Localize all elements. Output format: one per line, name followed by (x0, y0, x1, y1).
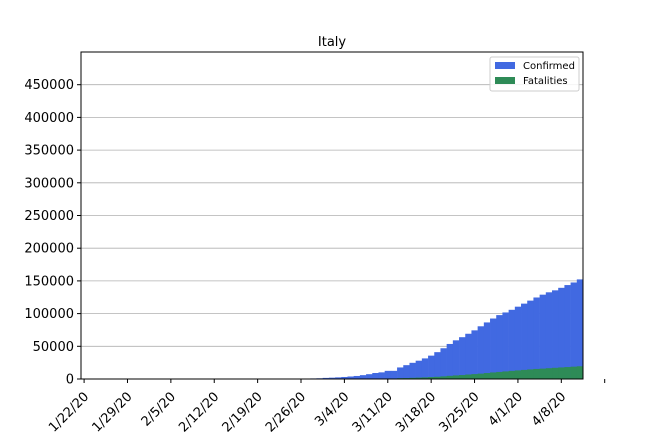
bar-confirmed (490, 319, 497, 379)
bar-confirmed (453, 340, 460, 379)
bar-fatalities (515, 370, 522, 379)
bar-fatalities (552, 368, 559, 379)
bar-fatalities (502, 371, 509, 379)
bar-confirmed (403, 365, 410, 379)
bar-fatalities (571, 367, 578, 379)
y-tick-label: 0 (66, 373, 74, 388)
y-tick-label: 150000 (24, 274, 74, 289)
bar-confirmed (422, 358, 429, 379)
bar-confirmed (428, 356, 435, 379)
bar-fatalities (564, 367, 571, 379)
y-tick-label: 50000 (33, 340, 74, 355)
bar-fatalities (558, 367, 565, 379)
bar-confirmed (409, 363, 416, 379)
bar-confirmed (496, 315, 503, 379)
bar-fatalities (484, 373, 491, 379)
bar-fatalities (533, 369, 540, 379)
bar-fatalities (490, 372, 497, 379)
bar-fatalities (509, 371, 516, 379)
bar-confirmed (571, 282, 578, 379)
bar-confirmed (521, 304, 528, 379)
bar-fatalities (521, 370, 528, 379)
bar-fatalities (471, 374, 478, 379)
legend-label-fatalities: Fatalities (523, 76, 568, 87)
bar-confirmed (372, 373, 379, 379)
y-tick-label: 200000 (24, 242, 74, 257)
bar-fatalities (465, 375, 472, 379)
legend: Confirmed Fatalities (490, 57, 579, 91)
bar-confirmed (447, 344, 454, 379)
bar-confirmed (502, 312, 509, 379)
bar-confirmed (434, 352, 441, 379)
y-tick-label: 100000 (24, 307, 74, 322)
bar-confirmed (540, 295, 547, 379)
bar-confirmed (577, 279, 584, 379)
bar-fatalities (546, 368, 553, 379)
y-tick-label: 450000 (24, 78, 74, 93)
bar-confirmed (416, 361, 423, 379)
bar-confirmed (509, 310, 516, 379)
bar-fatalities (527, 369, 534, 379)
bar-confirmed (360, 375, 367, 379)
bar-fatalities (496, 372, 503, 379)
bar-fatalities (453, 375, 460, 379)
chart-title: Italy (318, 35, 347, 50)
bar-confirmed (558, 288, 565, 379)
bar-confirmed (459, 337, 466, 379)
bar-fatalities (478, 374, 485, 379)
bar-confirmed (440, 348, 447, 379)
bar-fatalities (540, 369, 547, 379)
bar-confirmed (385, 371, 392, 379)
bar-confirmed (515, 307, 522, 379)
y-tick-label: 250000 (24, 209, 74, 224)
bar-confirmed (533, 297, 540, 379)
bar-confirmed (527, 301, 534, 379)
bar-fatalities (577, 366, 584, 379)
bar-confirmed (546, 292, 553, 379)
y-tick-label: 400000 (24, 111, 74, 126)
bar-confirmed (465, 334, 472, 379)
bar-fatalities (459, 375, 466, 379)
bar-confirmed (391, 371, 398, 379)
legend-swatch-confirmed (495, 62, 515, 69)
bar-confirmed (552, 290, 559, 379)
bar-confirmed (471, 330, 478, 379)
y-tick-label: 300000 (24, 176, 74, 191)
bar-confirmed (397, 367, 404, 379)
bar-confirmed (478, 326, 485, 379)
legend-label-confirmed: Confirmed (523, 61, 575, 72)
bar-confirmed (564, 285, 571, 379)
bar-confirmed (484, 322, 491, 379)
legend-swatch-fatalities (495, 77, 515, 84)
bar-confirmed (378, 372, 385, 379)
bar-confirmed (366, 374, 373, 379)
y-tick-label: 350000 (24, 144, 74, 159)
